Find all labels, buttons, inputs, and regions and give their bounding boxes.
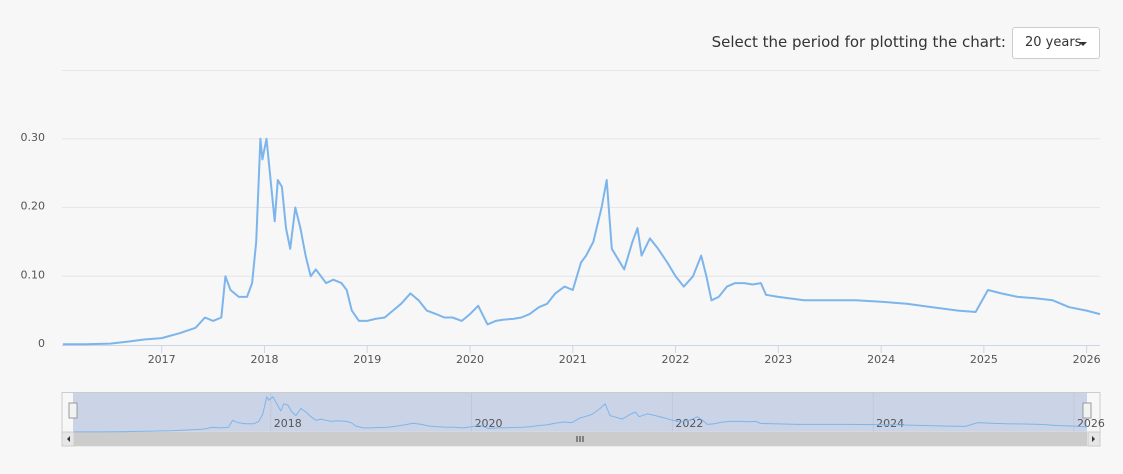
y-tick-label: 0.30 — [21, 131, 46, 144]
navigator-line — [74, 396, 1088, 433]
line-series — [63, 137, 1101, 346]
y-tick-label: 0 — [38, 337, 45, 350]
x-tick-label: 2017 — [148, 353, 176, 366]
handle-left — [68, 402, 78, 419]
x-tick-label: 2019 — [353, 353, 381, 366]
y-tick-label: 0.20 — [21, 200, 46, 213]
period-label: Select the period for plotting the chart… — [711, 33, 1006, 51]
navigator-grid — [270, 393, 1075, 432]
navigator-tick-label: 2018 — [274, 417, 302, 430]
handle-right — [1082, 402, 1092, 419]
navigator-tick-label: 2020 — [475, 417, 503, 430]
arrow-right — [1092, 436, 1095, 442]
x-tick-label: 2018 — [250, 353, 278, 366]
y-tick-label: 0.10 — [21, 268, 46, 281]
x-tick-label: 2025 — [970, 353, 998, 366]
period-value[interactable]: 20 years — [1025, 35, 1082, 50]
x-tick-label: 2021 — [559, 353, 587, 366]
navigator-tick-label: 2024 — [876, 417, 904, 430]
period-dropdown[interactable]: 20 years — [1012, 27, 1100, 59]
navigator-tick-label: 2026 — [1077, 417, 1105, 430]
caret — [1079, 42, 1087, 46]
navigator-tick-label: 2022 — [675, 417, 703, 430]
arrow-left — [67, 436, 70, 442]
x-tick-label: 2023 — [764, 353, 792, 366]
x-tick-label: 2024 — [867, 353, 895, 366]
scrollbar-grip — [576, 436, 584, 442]
x-tick-label: 2020 — [456, 353, 484, 366]
x-tick-label: 2026 — [1073, 353, 1101, 366]
x-tick-label: 2022 — [662, 353, 690, 366]
